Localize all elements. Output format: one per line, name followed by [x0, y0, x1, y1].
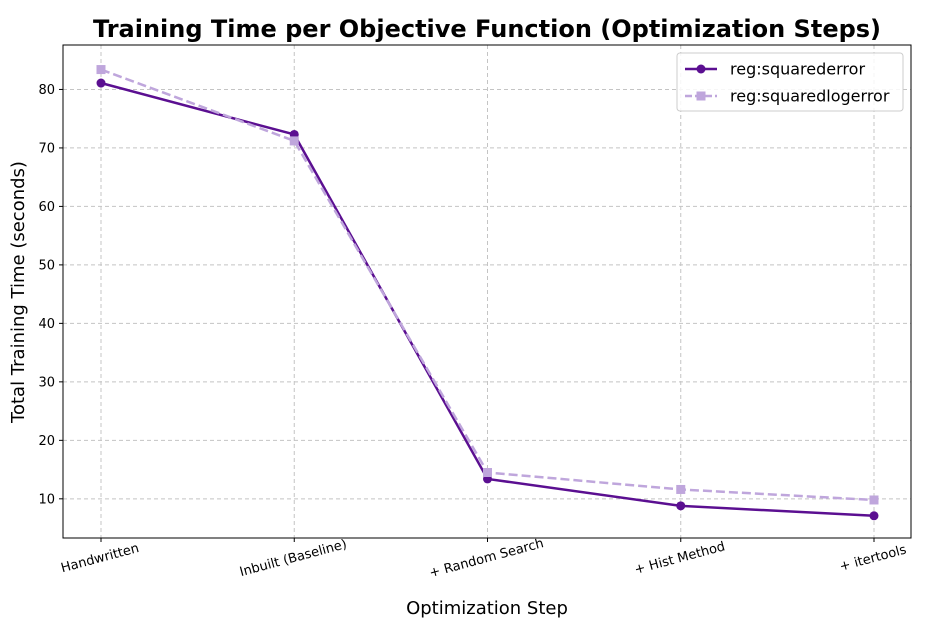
- y-axis-label: Total Training Time (seconds): [8, 161, 29, 424]
- data-point: [869, 495, 879, 505]
- x-tick-label: Inbuilt (Baseline): [238, 537, 348, 580]
- data-point: [676, 484, 686, 494]
- y-tick-label: 50: [38, 258, 55, 273]
- data-point: [483, 468, 492, 478]
- y-tick-label: 20: [38, 434, 55, 449]
- x-tick-label: + Random Search: [428, 536, 546, 581]
- x-tick-label: + Hist Method: [633, 539, 727, 578]
- x-tick-label: Handwritten: [59, 541, 140, 576]
- y-axis-ticks: 10 20 30 40 50 60 70 80: [38, 83, 63, 507]
- legend: reg:squarederror reg:squaredlogerror: [676, 52, 904, 112]
- y-tick-label: 10: [38, 492, 55, 507]
- chart-title: Training Time per Objective Function (Op…: [93, 15, 881, 43]
- data-point: [289, 136, 299, 146]
- legend-marker: [696, 91, 706, 101]
- y-tick-label: 30: [38, 375, 55, 390]
- y-tick-label: 40: [38, 317, 55, 332]
- grid: [63, 45, 911, 538]
- data-point: [676, 501, 686, 511]
- y-tick-label: 70: [38, 141, 55, 156]
- data-point: [96, 65, 106, 75]
- x-axis-ticks: Handwritten Inbuilt (Baseline) + Random Se…: [59, 536, 908, 581]
- data-point: [869, 511, 879, 521]
- y-tick-label: 60: [38, 200, 55, 215]
- legend-marker: [696, 64, 706, 74]
- y-tick-label: 80: [38, 83, 55, 98]
- data-point: [96, 78, 106, 88]
- legend-label: reg:squarederror: [730, 60, 865, 79]
- x-axis-label: Optimization Step: [406, 598, 568, 619]
- legend-box: [676, 52, 904, 112]
- x-tick-label: + itertools: [838, 542, 908, 574]
- series-layer: [96, 65, 879, 521]
- legend-label: reg:squaredlogerror: [730, 87, 890, 106]
